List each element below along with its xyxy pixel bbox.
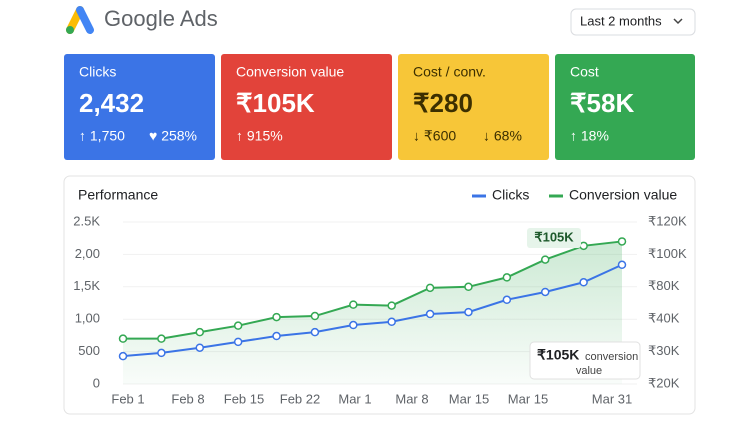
y-tick-label: 1,00 <box>75 311 100 326</box>
point <box>157 348 166 358</box>
legend-label: Conversion value <box>569 187 677 203</box>
logo <box>66 6 94 34</box>
card-stat: ↑ 1,750 <box>79 128 125 144</box>
point <box>387 301 396 310</box>
x-tick-label: Mar 8 <box>395 391 428 406</box>
card-label: Cost <box>570 64 599 80</box>
point <box>349 320 358 330</box>
x-tick-label: Mar 31 <box>592 391 632 406</box>
card-stat: ↑ 18% <box>570 128 609 144</box>
annotation: value <box>576 365 602 377</box>
point <box>272 331 281 341</box>
y-tick-label: 1,5K <box>73 278 100 293</box>
point <box>233 321 243 330</box>
point <box>464 307 473 317</box>
legend-label: Clicks <box>492 187 529 203</box>
card-stat: ♥ 258% <box>149 128 197 144</box>
x-tick-label: Mar 15 <box>449 391 489 406</box>
point <box>464 282 473 292</box>
x-tick-label: Mar 1 <box>338 391 371 406</box>
y-tick-label: 500 <box>78 343 100 358</box>
point <box>502 273 512 282</box>
point <box>579 278 588 287</box>
x-tick-label: Feb 8 <box>171 391 204 406</box>
point <box>540 287 550 297</box>
date-dropdown[interactable] <box>570 8 696 36</box>
card-stat: ↓ ₹600 <box>413 128 456 144</box>
y2-tick-label: ₹40K <box>648 311 680 326</box>
y-tick-label: 2,00 <box>75 246 100 261</box>
date-range[interactable]: Last 2 months <box>580 13 662 28</box>
card-value: ₹280 <box>413 88 473 118</box>
y2-tick-label: ₹80K <box>648 278 680 293</box>
x-tick-label: Feb 15 <box>224 391 264 406</box>
point <box>157 334 166 343</box>
point <box>233 337 243 347</box>
point <box>195 343 205 352</box>
point <box>425 283 435 293</box>
y-tick-label: 0 <box>93 375 100 390</box>
x-tick-label: Feb 22 <box>280 391 320 406</box>
chevron <box>673 18 683 25</box>
x-tick-label: Feb 1 <box>111 391 144 406</box>
y2-tick-label: ₹120K <box>648 213 687 228</box>
card-value: ₹105K <box>236 88 315 118</box>
point <box>617 237 627 246</box>
annotation: conversion <box>585 351 638 363</box>
y2-tick-label: ₹100K <box>648 246 687 261</box>
point <box>579 241 588 251</box>
series-line <box>122 263 623 358</box>
annotation: ₹105K <box>534 229 574 244</box>
card-label: Cost / conv. <box>413 64 486 80</box>
point <box>502 295 512 305</box>
chart-title: Performance <box>78 187 158 203</box>
metric-card <box>555 54 695 160</box>
point <box>617 260 627 270</box>
badge <box>527 228 581 248</box>
y-tick-label: 2.5K <box>73 213 100 228</box>
x-tick-label: Mar 15 <box>508 391 548 406</box>
series-line <box>123 240 623 340</box>
card-label: Clicks <box>79 64 116 80</box>
card-value: 2,432 <box>79 88 144 118</box>
card-stat: ↑ 915% <box>236 128 283 144</box>
point <box>272 312 281 322</box>
point <box>425 309 435 319</box>
point <box>310 327 320 337</box>
tooltip <box>529 341 641 380</box>
y2-tick-label: ₹30K <box>648 343 680 358</box>
card-stat: ↓ 68% <box>483 128 522 144</box>
metric-card <box>398 54 549 160</box>
point <box>387 317 396 327</box>
cards: Clicks 2,432 ↑ 1,750 ♥ 258% Conversion value… <box>64 54 695 160</box>
metric-card <box>64 54 215 160</box>
logo-text: Google Ads <box>104 6 218 31</box>
metric-card <box>221 54 392 160</box>
chart: 0 500 1,00 1,5K 2,00 2.5K ₹20K ₹30K ₹40K ₹80K ₹100… <box>73 187 687 407</box>
point <box>195 327 205 337</box>
annotation: ₹105K <box>537 347 579 363</box>
y2-tick-label: ₹20K <box>648 375 680 390</box>
point <box>310 311 320 321</box>
point <box>540 255 550 264</box>
card-label: Conversion value <box>236 64 344 80</box>
point <box>118 351 128 361</box>
point <box>349 300 358 309</box>
area <box>123 241 622 384</box>
point <box>118 334 128 343</box>
card-value: ₹58K <box>570 88 634 118</box>
